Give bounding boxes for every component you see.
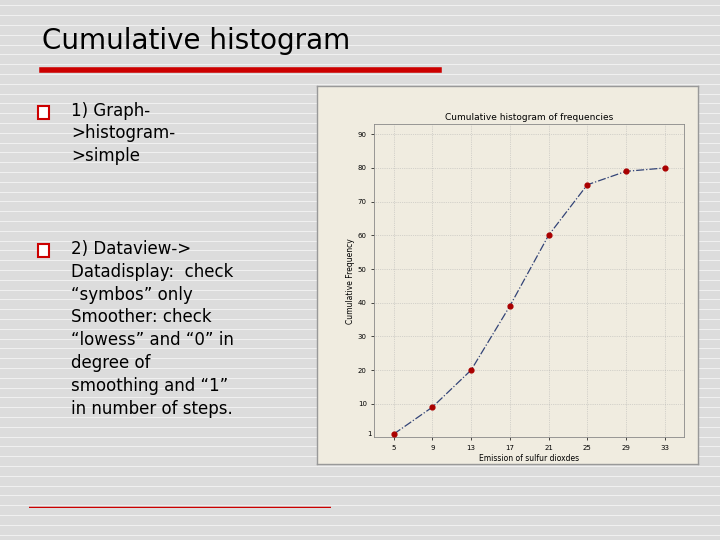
Point	[465, 366, 477, 374]
Title: Cumulative histogram of frequencies: Cumulative histogram of frequencies	[445, 113, 613, 122]
Point	[582, 180, 593, 189]
Text: 1: 1	[366, 431, 372, 437]
Y-axis label: Cumulative Frequency: Cumulative Frequency	[346, 238, 355, 323]
Point	[504, 302, 516, 310]
Point	[388, 430, 400, 438]
X-axis label: Emission of sulfur dioxdes: Emission of sulfur dioxdes	[479, 454, 580, 463]
Text: Cumulative histogram: Cumulative histogram	[42, 27, 351, 55]
Point	[427, 403, 438, 411]
Point	[543, 231, 554, 240]
Text: 1) Graph-
>histogram-
>simple: 1) Graph- >histogram- >simple	[71, 102, 175, 165]
Point	[659, 164, 670, 172]
Bar	[38, 106, 49, 119]
Text: 2) Dataview->
Datadisplay:  check
“symbos” only
Smoother: check
“lowess” and “0”: 2) Dataview-> Datadisplay: check “symbos…	[71, 240, 234, 418]
Bar	[38, 244, 49, 258]
Point	[620, 167, 631, 176]
